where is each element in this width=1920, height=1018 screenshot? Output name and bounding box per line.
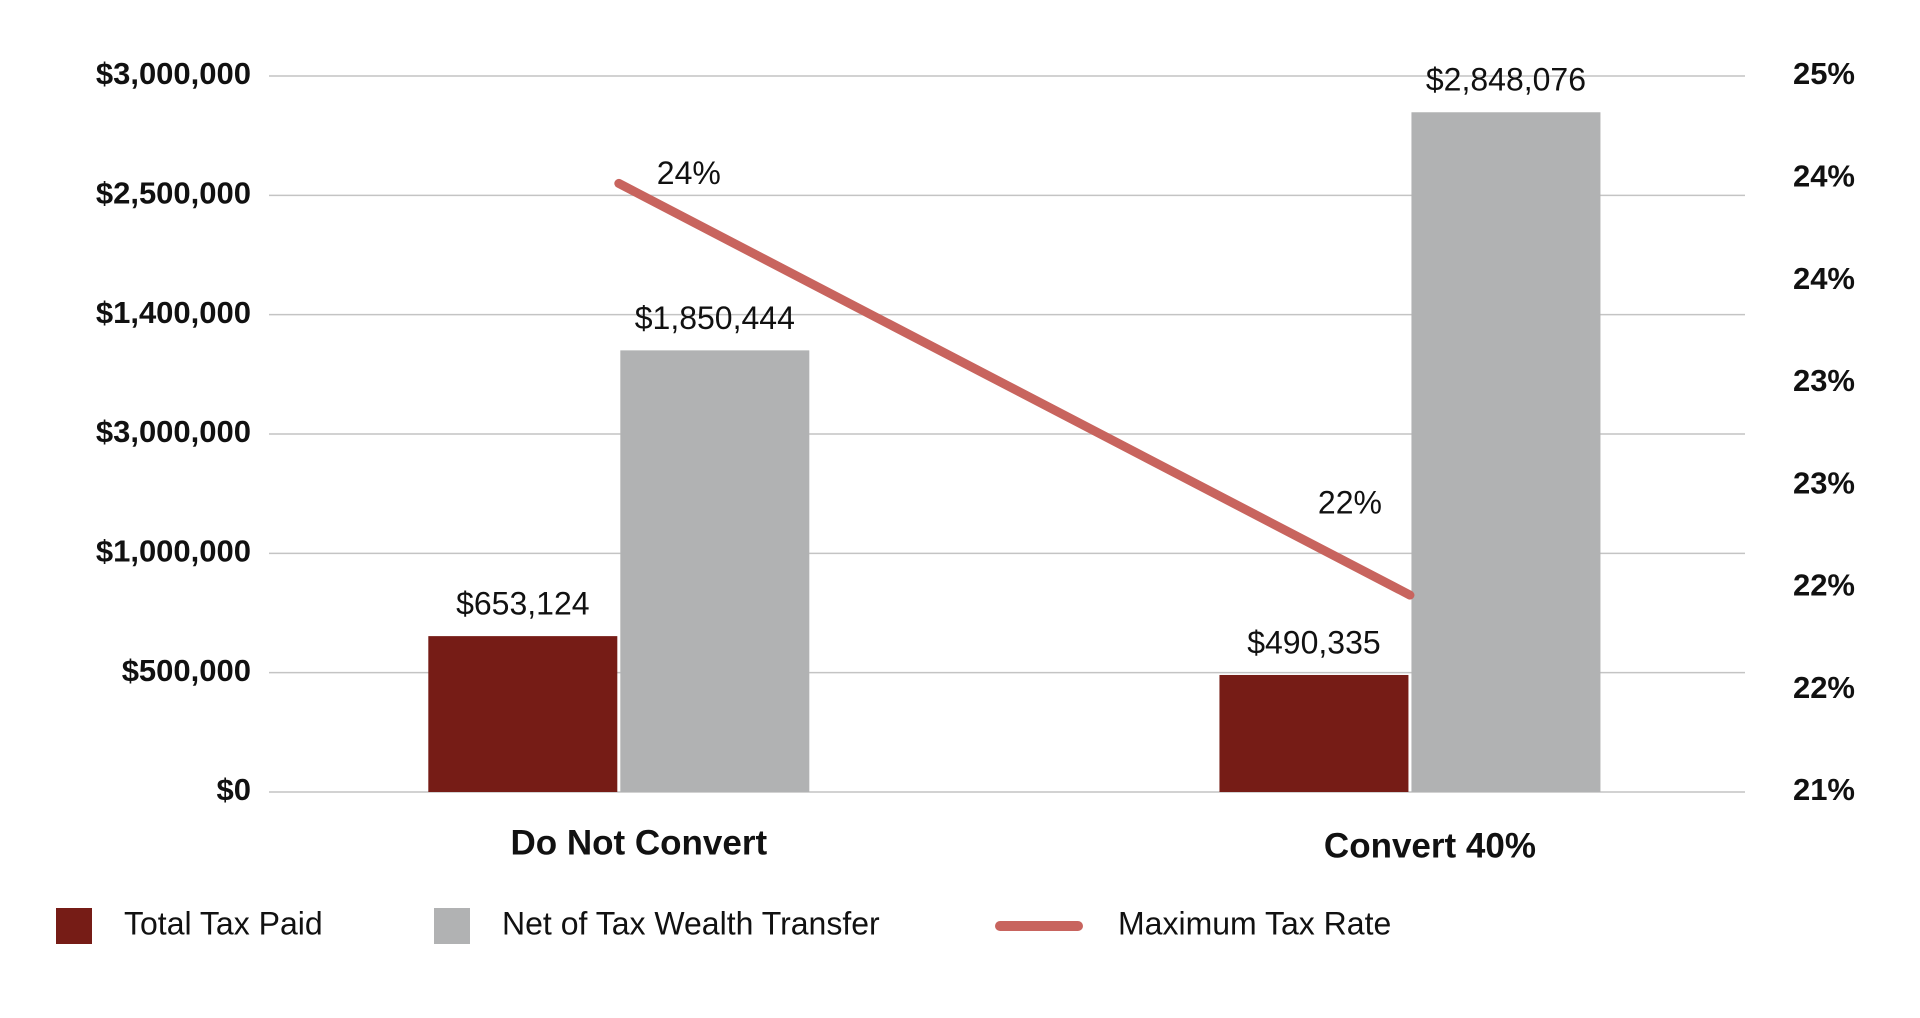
- legend-label: Total Tax Paid: [124, 905, 323, 941]
- y-tick-label: $0: [217, 772, 251, 807]
- y-tick-label: $3,000,000: [96, 414, 251, 449]
- y2-tick-label: 22%: [1793, 568, 1855, 603]
- bar: [428, 636, 618, 792]
- bar: [1411, 112, 1601, 792]
- y-tick-label: $1,000,000: [96, 534, 251, 569]
- y-tick-label: $1,400,000: [96, 295, 251, 330]
- y2-tick-label: 24%: [1793, 261, 1855, 296]
- bar: [1219, 674, 1409, 792]
- data-label: $653,124: [456, 586, 589, 622]
- y-tick-label: $500,000: [122, 653, 251, 688]
- y2-tick-label: 23%: [1793, 363, 1855, 398]
- y-tick-label: $3,000,000: [96, 56, 251, 91]
- y2-tick-label: 23%: [1793, 465, 1855, 500]
- line: [614, 178, 1415, 600]
- y-tick-label: $2,500,000: [96, 176, 251, 211]
- y2-tick-label: 25%: [1793, 56, 1855, 91]
- x-tick-label: Do Not Convert: [510, 823, 767, 862]
- y2-tick-label: 21%: [1793, 772, 1855, 807]
- y2-tick-label: 24%: [1793, 158, 1855, 193]
- data-label: $1,850,444: [635, 300, 795, 336]
- data-label: $490,335: [1247, 624, 1380, 660]
- x-tick-label: Convert 40%: [1324, 826, 1536, 865]
- y2-tick-label: 22%: [1793, 670, 1855, 705]
- legend-swatch: [56, 908, 92, 944]
- data-label: $2,848,076: [1426, 62, 1586, 98]
- legend-swatch: [434, 908, 470, 944]
- line-label: 24%: [657, 155, 721, 191]
- bar: [620, 350, 810, 792]
- legend-label: Net of Tax Wealth Transfer: [502, 905, 880, 941]
- legend-label: Maximum Tax Rate: [1118, 905, 1391, 941]
- line-label: 22%: [1318, 485, 1382, 521]
